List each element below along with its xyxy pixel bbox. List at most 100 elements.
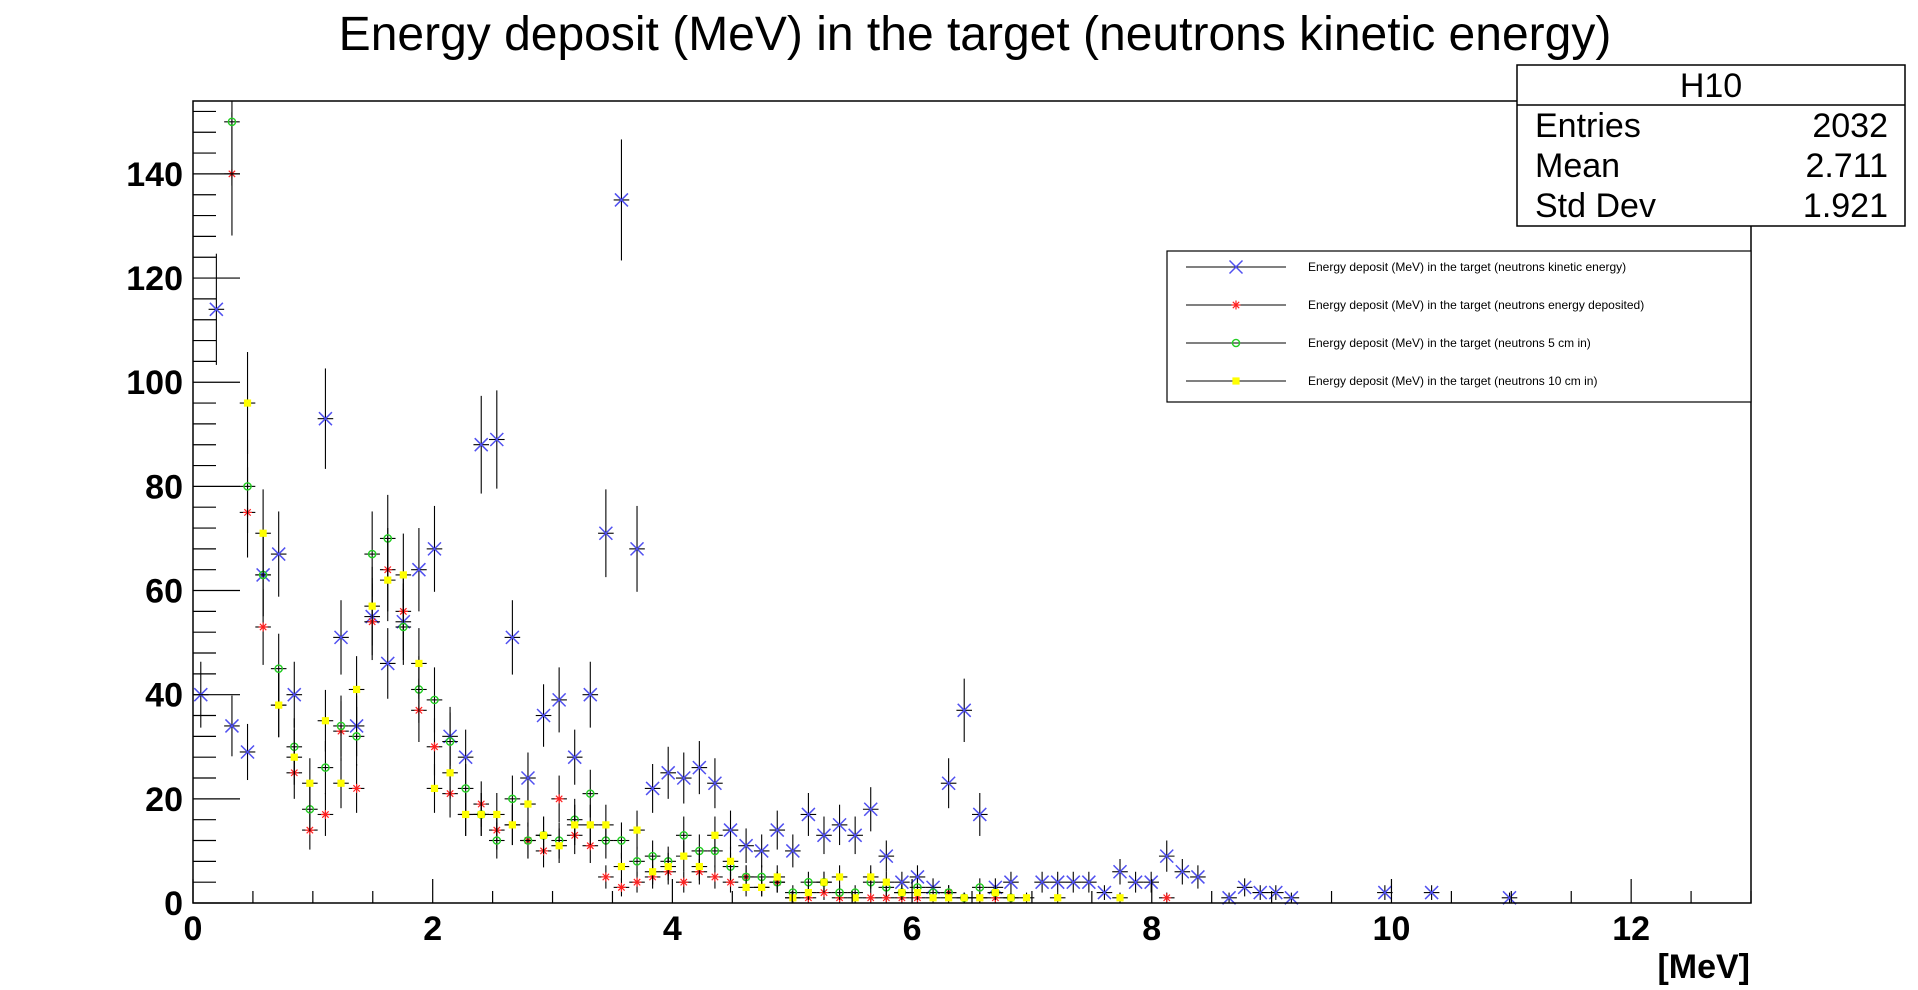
x-tick-label: 10 [1373,910,1411,948]
stats-stddev-label: Std Dev [1535,187,1656,225]
data-point [848,828,863,843]
data-point [758,883,766,891]
data-point [680,852,688,860]
data-point [910,869,925,884]
series-3 [239,352,1128,903]
data-point [820,878,828,886]
data-point [601,872,611,882]
data-point [801,807,816,822]
data-point [552,692,567,707]
data-point [898,888,906,897]
data-point [835,888,844,897]
data-point [520,770,536,786]
legend-entries: Energy deposit (MeV) in the target (neut… [1186,259,1644,388]
data-point [960,894,968,902]
data-point [1054,894,1062,902]
legend-marker [1231,338,1241,348]
data-point [832,817,847,832]
legend-marker [1228,259,1244,275]
data-point [318,411,333,426]
data-point [477,810,485,819]
data-point [770,823,785,838]
x-tick-label: 2 [423,910,442,948]
x-axis: 0 2 4 6 8 10 12 [184,879,1752,948]
data-point [554,794,564,804]
data-point [368,602,376,610]
x-tick-label: 6 [903,910,922,948]
legend-label: Energy deposit (MeV) in the target (neut… [1308,336,1591,350]
data-point [1007,894,1015,902]
data-point [632,857,642,866]
data-point [321,717,330,725]
data-point [913,888,922,897]
data-point [975,883,985,892]
data-point [367,549,377,559]
data-point [571,821,579,829]
y-tick-label: 100 [126,364,183,402]
data-point [461,784,470,793]
data-point [1066,875,1081,890]
data-point [384,576,392,584]
data-point [337,779,345,787]
data-point [583,687,598,702]
data-point [1003,875,1018,890]
data-point [1097,885,1112,900]
data-point [645,781,660,796]
data-point [726,857,735,865]
data-point [1116,894,1124,902]
data-point [661,765,676,780]
data-point [462,810,470,819]
data-point [804,888,813,897]
stats-entries-label: Entries [1535,107,1641,145]
data-point [1237,880,1252,895]
x-tick-label: 4 [663,910,682,948]
data-point [555,842,563,850]
data-point [602,821,610,829]
data-point [867,873,875,881]
stats-box: H10 Entries 2032 Mean 2.711 Std Dev 1.92… [1516,64,1906,227]
data-point [614,192,629,207]
y-tick-label: 60 [145,573,183,611]
data-point [710,872,720,882]
data-point [458,750,473,765]
data-point [742,883,750,891]
data-point [679,830,689,840]
data-point [1190,869,1205,884]
data-point [676,770,691,786]
data-point [1128,875,1143,890]
data-point [380,656,395,671]
y-tick-label: 140 [126,156,183,194]
data-point [427,541,442,556]
data-point [945,894,953,902]
data-point [882,878,890,886]
stats-entries-value: 2032 [1812,107,1888,145]
data-point [275,701,283,709]
data-point [306,779,314,787]
data-point [411,562,426,577]
data-point [633,826,641,834]
data-points [193,101,1518,905]
data-point [429,742,439,752]
data-point [1284,890,1299,905]
y-tick-label: 120 [126,260,183,298]
y-tick-label: 40 [145,677,183,715]
data-point [508,794,517,804]
data-point [816,828,832,843]
data-point [209,302,224,317]
data-point [508,821,516,829]
data-point [1253,885,1268,900]
legend-marker [1232,377,1240,385]
data-point [524,800,532,808]
data-point [976,894,984,902]
data-point [1175,864,1190,879]
data-point [430,784,439,793]
x-tick-label: 12 [1612,910,1650,948]
data-point [1050,875,1065,890]
data-point [851,894,859,902]
stats-mean-label: Mean [1535,147,1620,185]
data-point [492,836,502,845]
x-tick-label: 0 [184,910,203,948]
data-point [991,888,999,897]
data-point [629,541,645,556]
data-point [243,399,252,407]
